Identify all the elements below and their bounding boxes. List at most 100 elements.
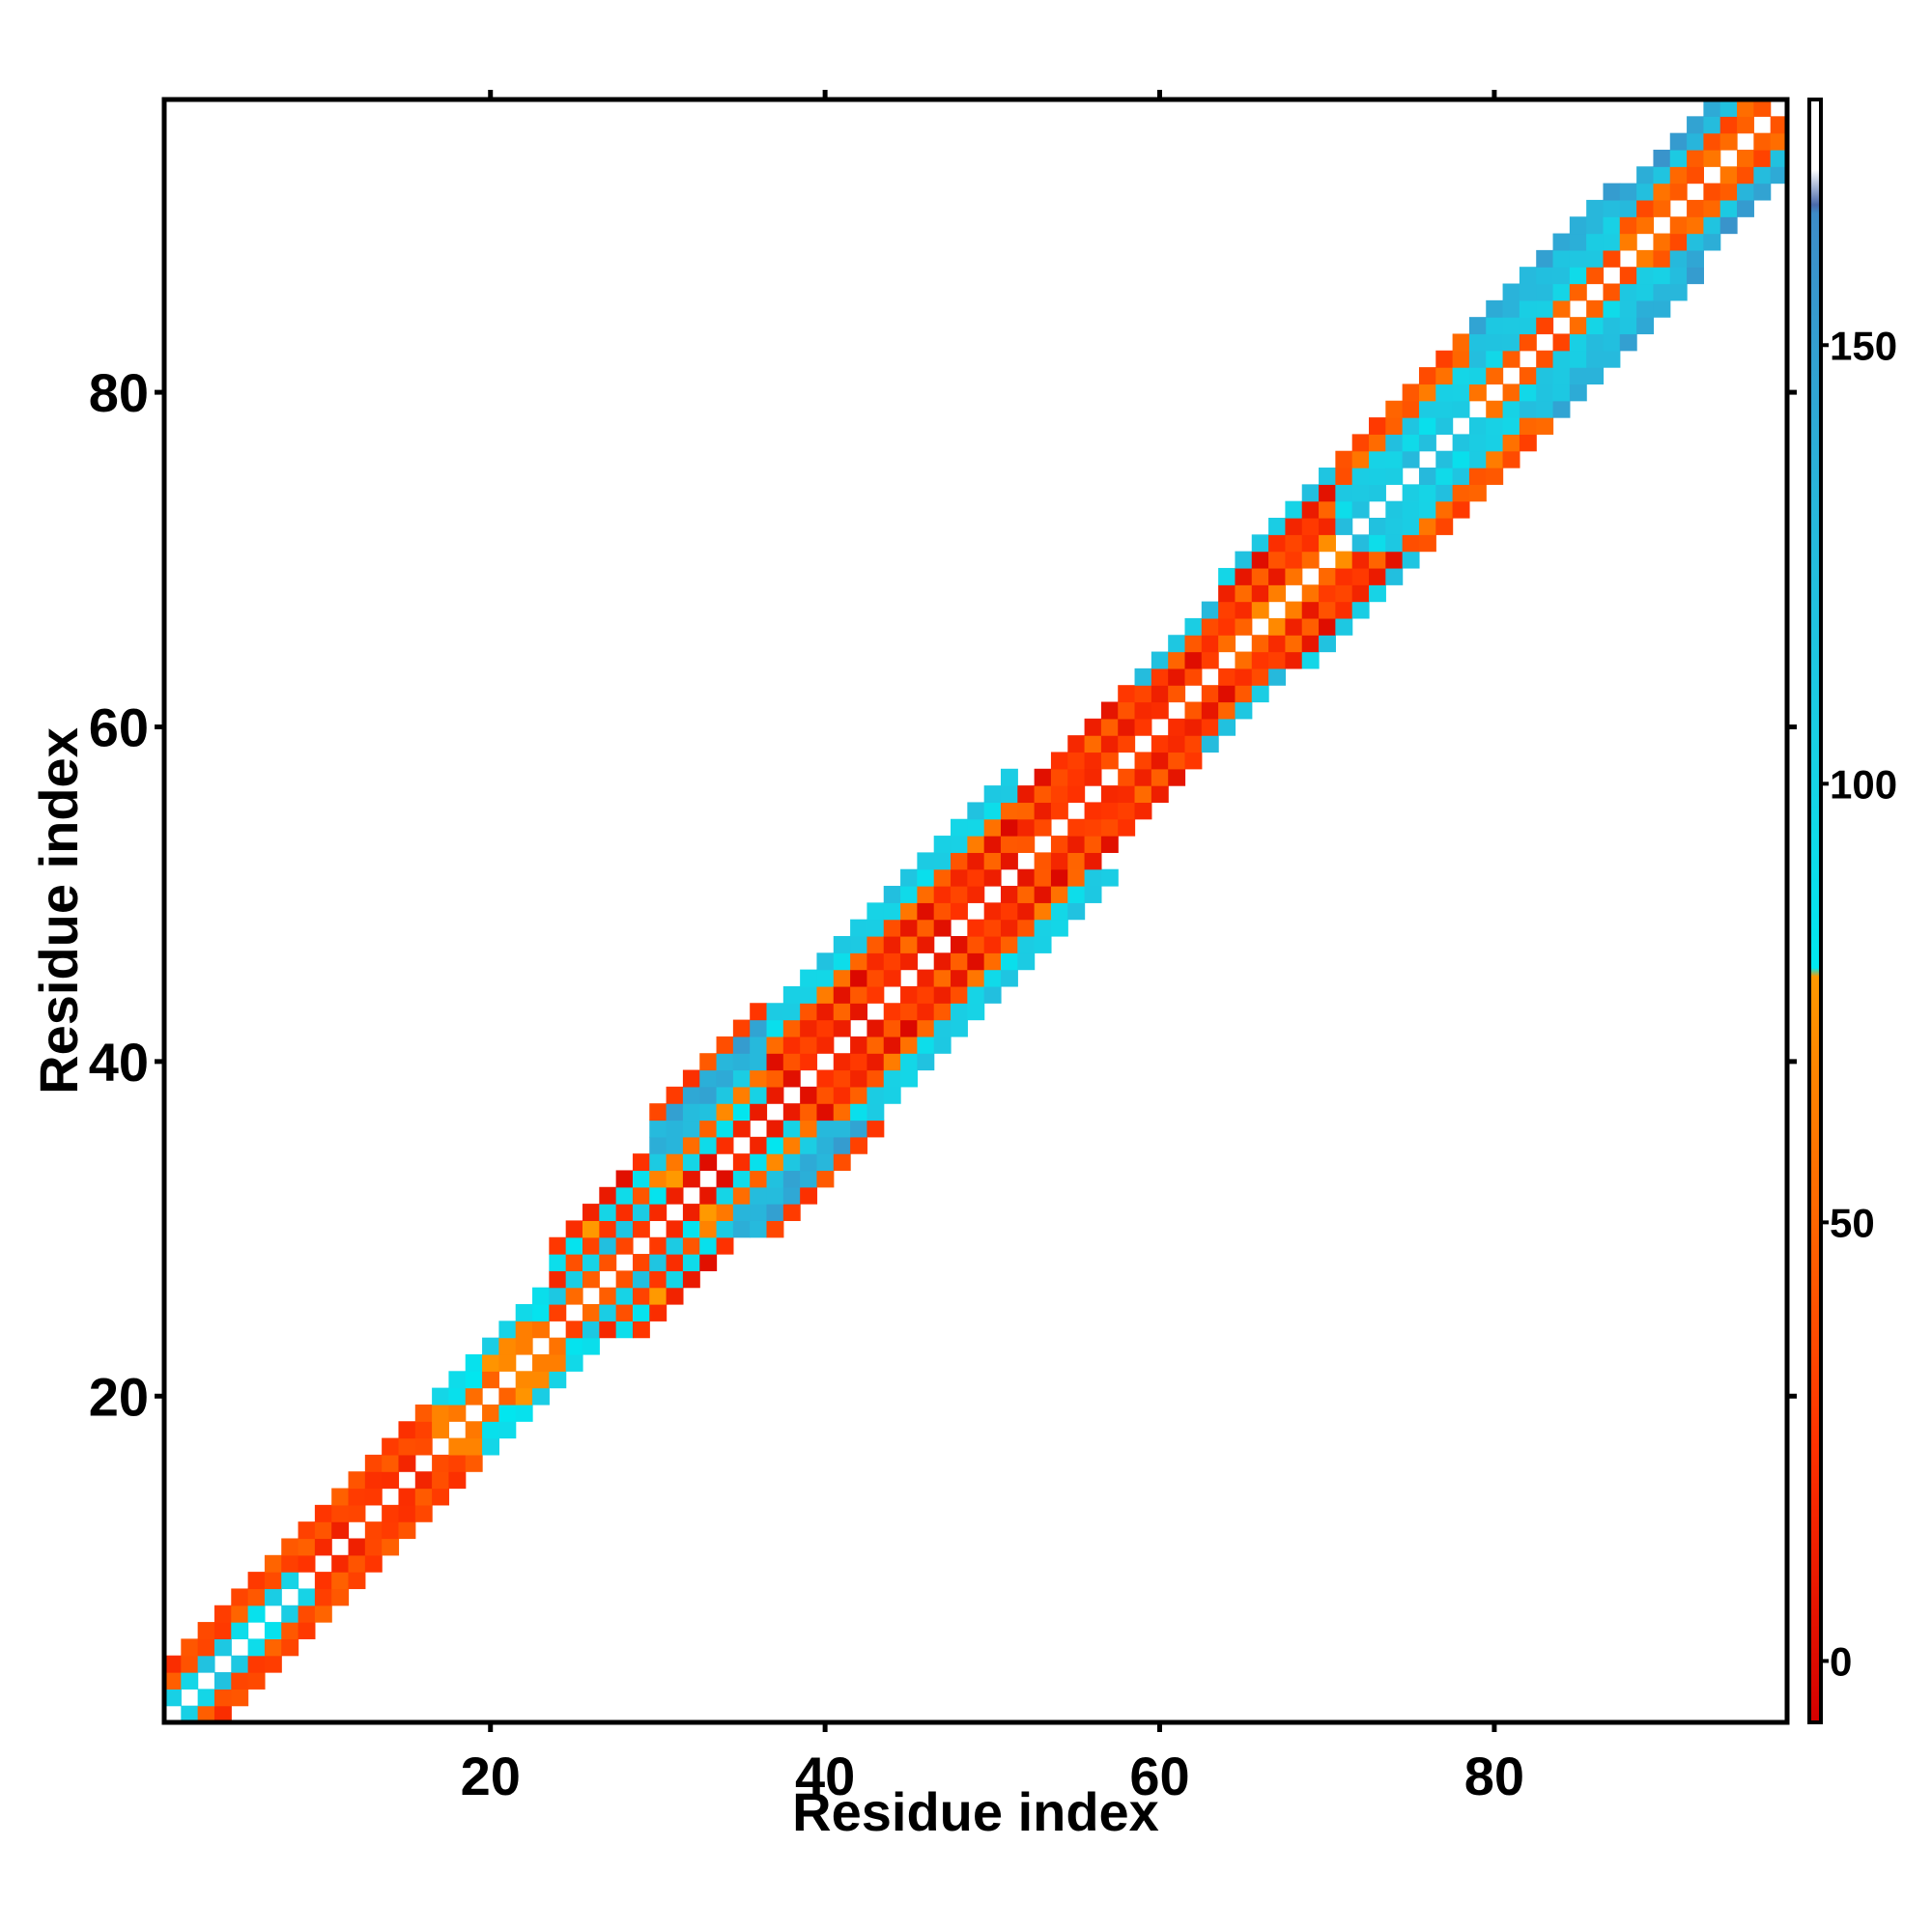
heatmap-cell — [498, 1353, 517, 1372]
heatmap-cell — [382, 1521, 400, 1540]
heatmap-cell — [1603, 199, 1621, 217]
heatmap-cell — [699, 1254, 718, 1271]
heatmap-cell — [532, 1387, 550, 1406]
heatmap-cell — [951, 935, 968, 953]
heatmap-cell — [1770, 116, 1788, 134]
heatmap-cell — [448, 1387, 467, 1406]
heatmap-cell — [515, 1387, 533, 1406]
heatmap-cell — [800, 1103, 818, 1122]
heatmap-cell — [1468, 333, 1487, 352]
heatmap-cell — [951, 985, 968, 1004]
heatmap-cell — [1319, 468, 1336, 485]
heatmap-cell — [1719, 216, 1738, 235]
y-tick-label: 60 — [89, 696, 149, 757]
heatmap-cell — [1335, 450, 1353, 469]
heatmap-cell — [1017, 952, 1036, 971]
heatmap-cell — [1151, 701, 1169, 720]
heatmap-cell — [1235, 601, 1253, 619]
heatmap-cell — [983, 852, 1002, 870]
heatmap-cell — [682, 1103, 700, 1122]
heatmap-cell — [933, 969, 952, 987]
heatmap-cell — [632, 1287, 650, 1305]
heatmap-cell — [1569, 350, 1587, 368]
heatmap-cell — [264, 1638, 282, 1657]
heatmap-cell — [983, 785, 1002, 804]
heatmap-cell — [1468, 317, 1487, 335]
heatmap-cell — [1435, 384, 1454, 402]
heatmap-cell — [1653, 233, 1671, 251]
colorbar: 0 50 100 150 — [1807, 98, 1897, 1724]
heatmap-cell — [1151, 785, 1169, 804]
heatmap-cell — [1569, 267, 1587, 285]
heatmap-cell — [498, 1387, 517, 1406]
heatmap-cell — [565, 1254, 583, 1271]
heatmap-cell — [951, 836, 968, 853]
heatmap-cell — [1737, 166, 1754, 185]
heatmap-cell — [750, 1053, 768, 1071]
heatmap-cell — [833, 952, 851, 971]
heatmap-cell — [1301, 534, 1320, 553]
heatmap-cell — [850, 1103, 868, 1122]
heatmap-cell — [900, 1053, 918, 1071]
heatmap-cell — [951, 886, 968, 903]
heatmap-cell — [1351, 434, 1370, 452]
heatmap-cell — [1151, 735, 1169, 753]
heatmap-cell — [164, 1672, 182, 1690]
heatmap-cell — [181, 1655, 199, 1673]
heatmap-cell — [800, 985, 818, 1004]
heatmap-cell — [1502, 283, 1520, 301]
heatmap-cell — [967, 969, 985, 987]
heatmap-cell — [1319, 517, 1336, 535]
heatmap-cell — [482, 1371, 499, 1389]
heatmap-cell — [699, 1153, 718, 1172]
heatmap-cell — [314, 1605, 332, 1623]
heatmap-cell — [465, 1371, 483, 1389]
heatmap-cell — [649, 1304, 668, 1321]
heatmap-cell — [1050, 785, 1068, 804]
heatmap-cell — [1218, 635, 1236, 653]
heatmap-cell — [247, 1605, 266, 1623]
heatmap-cell — [1619, 183, 1637, 201]
heatmap-cell — [1385, 468, 1404, 485]
heatmap-cell — [983, 802, 1002, 820]
heatmap-cell — [1536, 417, 1554, 435]
heatmap-cell — [967, 1003, 985, 1021]
heatmap-cell — [1118, 701, 1136, 720]
heatmap-cell — [1000, 952, 1018, 971]
heatmap-cell — [1552, 333, 1571, 352]
heatmap-cell — [1017, 802, 1036, 820]
heatmap-cell — [917, 985, 935, 1004]
heatmap-cell — [1502, 400, 1520, 418]
heatmap-cell — [1519, 417, 1537, 435]
heatmap-cell — [1402, 450, 1420, 469]
heatmap-cell — [348, 1572, 366, 1590]
heatmap-cell — [1184, 701, 1203, 720]
heatmap-cell — [1435, 517, 1454, 535]
heatmap-cell — [983, 868, 1002, 887]
heatmap-cell — [582, 1321, 600, 1339]
heatmap-cell — [398, 1421, 416, 1439]
heatmap-cell — [1050, 802, 1068, 820]
heatmap-cell — [1452, 468, 1470, 485]
heatmap-cell — [682, 1170, 700, 1188]
heatmap-cell — [1687, 132, 1704, 151]
heatmap-cell — [1184, 617, 1203, 636]
heatmap-cell — [766, 1053, 784, 1071]
heatmap-cell — [599, 1287, 617, 1305]
heatmap-cell — [716, 1069, 734, 1088]
heatmap-cell — [1753, 166, 1772, 185]
heatmap-cell — [1134, 685, 1152, 703]
heatmap-cell — [1184, 752, 1203, 770]
heatmap-cell — [364, 1554, 383, 1573]
heatmap-cell — [649, 1270, 668, 1289]
heatmap-cell — [1285, 517, 1303, 535]
heatmap-cell — [967, 818, 985, 837]
heatmap-cell — [1168, 668, 1186, 686]
heatmap-cell — [1653, 166, 1671, 185]
heatmap-cell — [1669, 216, 1688, 235]
heatmap-cell — [816, 1019, 835, 1037]
heatmap-cell — [1636, 317, 1655, 335]
heatmap-cell — [1552, 299, 1571, 318]
heatmap-cell — [432, 1421, 450, 1439]
heatmap-cell — [1201, 701, 1219, 720]
